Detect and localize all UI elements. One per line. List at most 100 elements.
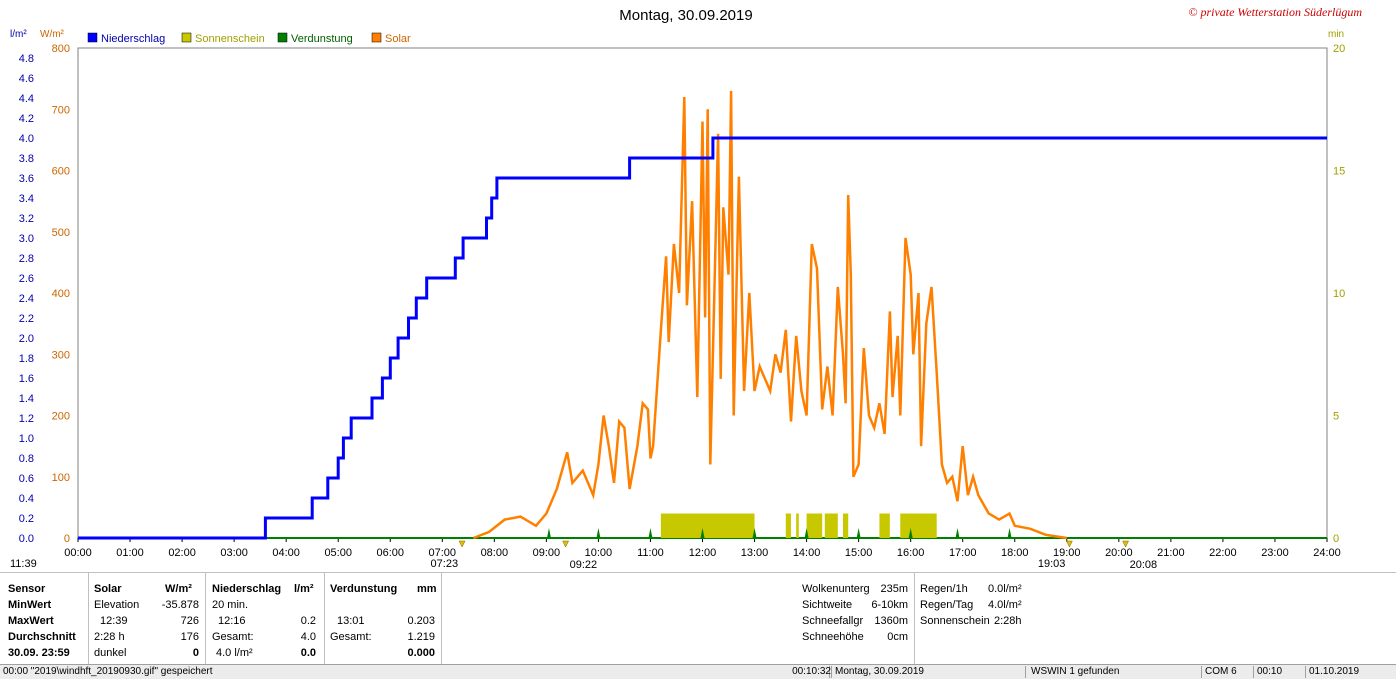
rain-unit: l/m² — [294, 583, 314, 595]
y-solar-tick-label: 0 — [64, 533, 70, 545]
x-tick-label: 04:00 — [272, 547, 300, 559]
rain-r2a: 12:16 — [218, 615, 246, 627]
cloud-l3: Schneefallgr — [802, 615, 864, 627]
solar-r4a: dunkel — [94, 647, 127, 659]
x-tick-label: 11:00 — [637, 547, 664, 559]
solar-r1b: -35.878 — [161, 599, 199, 611]
y-minutes-tick-label: 0 — [1333, 533, 1339, 545]
y-minutes-tick-label: 15 — [1333, 166, 1345, 178]
evaporation-mark — [648, 528, 653, 538]
evap-header: Verdunstung — [330, 583, 398, 595]
y-minutes-tick-label: 10 — [1333, 288, 1345, 300]
solar-line — [473, 90, 1067, 540]
y-rain-tick-label: 4.0 — [19, 133, 34, 145]
status-clock: 00:10 — [1254, 666, 1306, 678]
x-tick-label: 06:00 — [376, 547, 404, 559]
evaporation-mark — [596, 528, 601, 538]
solar-r3b: 176 — [180, 631, 199, 643]
weather-chart: 00:00 01:00 02:00 03:00 04:00 05:00 06:00 07:00… — [10, 5, 1362, 571]
sunshine-bar — [843, 513, 849, 538]
x-tick-label: 02:00 — [168, 547, 196, 559]
y-rain-tick-label: 3.2 — [19, 213, 34, 225]
evap-r2a: 13:01 — [337, 615, 365, 627]
y-rain-tick-label: 4.2 — [19, 113, 34, 125]
unit-minutes: min — [1328, 29, 1344, 40]
cloud-v1: 235m — [880, 583, 908, 595]
y-solar-tick-label: 600 — [52, 166, 70, 178]
y-rain-tick-label: 1.2 — [19, 413, 34, 425]
evaporation-mark — [546, 528, 551, 538]
y-rain-tick-label: 4.8 — [19, 53, 34, 65]
x-tick-label: 08:00 — [481, 547, 509, 559]
y-rain-tick-label: 1.0 — [19, 433, 34, 445]
time-marker-icon — [1065, 540, 1073, 548]
solar-r2a: 12:39 — [100, 615, 128, 627]
x-tick-label: 19:00 — [1053, 547, 1081, 559]
evaporation-mark — [700, 528, 705, 538]
chart-title: Montag, 30.09.2019 — [619, 7, 752, 24]
solar-r2b: 726 — [180, 615, 199, 627]
rate-l2: Regen/Tag — [920, 599, 974, 611]
cloud-l1: Wolkenunterg — [802, 583, 870, 595]
stats-date-label: 30.09. 23:59 — [8, 647, 70, 659]
rain-r2b: 0.2 — [300, 615, 316, 627]
sunshine-bars — [660, 513, 937, 538]
y-rain-tick-label: 3.6 — [19, 173, 34, 185]
y-rain-tick-label: 1.4 — [19, 393, 34, 405]
stats-panel: Sensor MinWert MaxWert Durchschnitt 30.0… — [0, 572, 1396, 665]
rate-v3: 2:28h — [994, 615, 1022, 627]
status-wswin: WSWIN 1 gefunden — [1028, 666, 1202, 678]
time-marker-label: 19:03 — [1038, 558, 1066, 570]
evaporation-marks — [546, 528, 1012, 538]
status-time: 00:10:32 — [786, 666, 832, 678]
rain-r3a: Gesamt: — [212, 631, 254, 643]
rain-r4a: 4.0 l/m² — [216, 647, 253, 659]
x-tick-label: 07:00 — [429, 547, 457, 559]
y-solar-tick-label: 200 — [52, 411, 70, 423]
stats-max-label: MaxWert — [8, 615, 54, 627]
x-tick-label: 15:00 — [845, 547, 873, 559]
sunshine-bar — [720, 513, 755, 538]
sunshine-bar — [900, 513, 937, 538]
rate-l3: Sonnenschein — [920, 615, 990, 627]
x-tick-label: 18:00 — [1001, 547, 1029, 559]
evaporation-mark — [856, 528, 861, 538]
time-marker-label: 09:22 — [570, 559, 598, 571]
y-rain-tick-label: 3.4 — [19, 193, 34, 205]
time-marker-label: 07:23 — [431, 558, 459, 570]
y-rain-tick-label: 2.2 — [19, 313, 34, 325]
legend-label: Niederschlag — [101, 33, 165, 45]
evap-r4b: 0.000 — [407, 647, 435, 659]
sunshine-bar — [879, 513, 890, 538]
unit-rain: l/m² — [10, 29, 27, 40]
stats-sensor-header: Sensor — [8, 583, 46, 595]
y-solar-tick-label: 400 — [52, 288, 70, 300]
evaporation-mark — [804, 528, 809, 538]
legend-swatch — [87, 32, 98, 43]
y-rain-tick-label: 0.8 — [19, 453, 34, 465]
y-rain-tick-label: 2.6 — [19, 273, 34, 285]
y-minutes-tick-label: 20 — [1333, 43, 1345, 55]
solar-r4b: 0 — [192, 647, 199, 659]
x-tick-label: 05:00 — [324, 547, 352, 559]
time-marker-icon — [1122, 540, 1130, 548]
stats-min-label: MinWert — [8, 599, 52, 611]
rate-l1: Regen/1h — [920, 583, 968, 595]
status-day: 01.10.2019 — [1309, 666, 1360, 677]
rain-r1a: 20 min. — [212, 599, 249, 611]
y-rain-tick-label: 1.6 — [19, 373, 34, 385]
cloud-v2: 6-10km — [871, 599, 908, 611]
rain-header: Niederschlag — [212, 583, 282, 595]
evap-r3a: Gesamt: — [330, 631, 372, 643]
cloud-v3: 1360m — [874, 615, 908, 627]
status-bar: 00:00 "2019\windhft_20190930.gif" gespei… — [0, 664, 1396, 679]
y-rain-tick-label: 2.0 — [19, 333, 34, 345]
y-rain-tick-label: 2.8 — [19, 253, 34, 265]
evaporation-mark — [908, 528, 913, 538]
x-tick-label: 12:00 — [689, 547, 717, 559]
x-tick-label: 09:00 — [533, 547, 561, 559]
evaporation-mark — [1007, 528, 1012, 538]
x-tick-label: 03:00 — [220, 547, 248, 559]
y-rain-tick-label: 4.4 — [19, 93, 34, 105]
y-rain-tick-label: 4.6 — [19, 73, 34, 85]
